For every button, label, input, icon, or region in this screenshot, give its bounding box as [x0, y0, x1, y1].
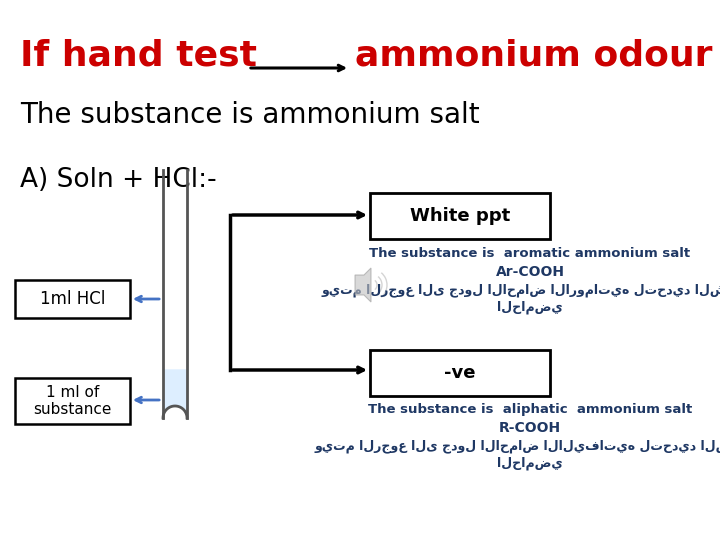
Text: The substance is  aliphatic  ammonium salt: The substance is aliphatic ammonium salt [368, 403, 692, 416]
Text: The substance is  aromatic ammonium salt: The substance is aromatic ammonium salt [369, 247, 690, 260]
Text: ويتم الرجوع الى جدول الاحماض الاروماتيه لتحديد الشق: ويتم الرجوع الى جدول الاحماض الاروماتيه … [321, 283, 720, 296]
Polygon shape [355, 268, 371, 302]
FancyBboxPatch shape [15, 378, 130, 424]
Text: 1 ml of
substance: 1 ml of substance [33, 385, 112, 417]
Text: 1ml HCl: 1ml HCl [40, 290, 105, 308]
Text: If hand test: If hand test [20, 38, 257, 72]
FancyBboxPatch shape [15, 280, 130, 318]
Text: R-COOH: R-COOH [499, 421, 561, 435]
Text: White ppt: White ppt [410, 207, 510, 225]
Text: A) Soln + HCl:-: A) Soln + HCl:- [20, 167, 217, 193]
FancyBboxPatch shape [370, 350, 550, 396]
Text: الحامضي: الحامضي [497, 457, 563, 470]
Text: ammonium odour: ammonium odour [355, 38, 713, 72]
Text: ويتم الرجوع الى جدول الاحماض الاليفاتيه لتحديد الشق: ويتم الرجوع الى جدول الاحماض الاليفاتيه … [315, 439, 720, 453]
Polygon shape [163, 370, 187, 418]
Text: Ar-COOH: Ar-COOH [495, 265, 564, 279]
FancyBboxPatch shape [370, 193, 550, 239]
Text: The substance is ammonium salt: The substance is ammonium salt [20, 101, 480, 129]
Text: -ve: -ve [444, 364, 476, 382]
Text: الحامضي: الحامضي [497, 301, 563, 314]
